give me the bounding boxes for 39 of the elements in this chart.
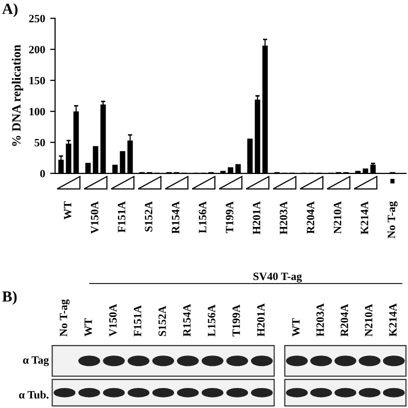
y-tick-label: 0 [40,170,45,178]
x-tick-label: S152A [144,201,152,232]
text: H201A [257,303,265,336]
text: R154A [183,304,191,336]
text: N210A [364,304,372,336]
y-tick-label: 250 [29,14,45,22]
text: No T-ag [60,299,70,336]
x-tick-label: K214A [360,201,368,234]
text: V150A [109,304,117,336]
text: B) [2,290,17,305]
y-tick-label: 200 [29,46,45,54]
x-tick-label: H201A [252,201,260,234]
text: L156A [208,304,216,336]
text: WT [292,318,300,336]
x-tick-label: No T-ag [388,201,398,238]
text: A) [2,3,18,18]
y-tick-label: 50 [34,138,45,146]
text: R204A [340,304,348,336]
x-tick-label: V150A [90,201,98,234]
x-tick-label: L156A [198,201,206,234]
x-tick-label: N210A [334,201,342,234]
x-tick-label: F151A [118,201,126,232]
x-tick-label: H203A [280,201,288,234]
text: S152A [158,306,166,336]
text: α Tub. [19,390,48,399]
text: F151A [134,305,142,336]
x-tick-label: R154A [172,201,180,234]
x-tick-label: T199A [226,201,234,234]
x-tick-label: R204A [306,201,314,234]
y-tick-label: 150 [30,76,45,84]
y-tick-label: 100 [30,108,45,116]
y-axis-title: % DNA replication [12,44,24,146]
x-tick-label: WT [64,201,72,220]
text: H203A [316,303,324,336]
text: α Tag [23,356,49,366]
text: T199A [232,304,240,336]
text: SV40 T-ag [253,272,302,282]
text: K214A [389,303,397,336]
text: WT [84,318,92,336]
